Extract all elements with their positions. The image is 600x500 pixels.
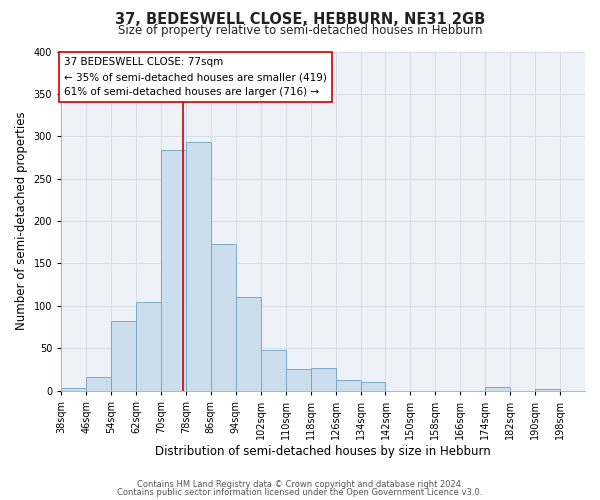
- Bar: [311, 368, 335, 390]
- Bar: [86, 377, 111, 390]
- Text: 37, BEDESWELL CLOSE, HEBBURN, NE31 2GB: 37, BEDESWELL CLOSE, HEBBURN, NE31 2GB: [115, 12, 485, 28]
- Text: Size of property relative to semi-detached houses in Hebburn: Size of property relative to semi-detach…: [118, 24, 482, 37]
- Bar: [136, 302, 161, 390]
- Text: Contains HM Land Registry data © Crown copyright and database right 2024.: Contains HM Land Registry data © Crown c…: [137, 480, 463, 489]
- Y-axis label: Number of semi-detached properties: Number of semi-detached properties: [15, 112, 28, 330]
- Bar: [186, 142, 211, 390]
- Bar: [111, 321, 136, 390]
- Bar: [236, 296, 261, 390]
- Bar: [335, 380, 361, 390]
- Bar: [361, 382, 385, 390]
- Text: 37 BEDESWELL CLOSE: 77sqm
← 35% of semi-detached houses are smaller (419)
61% of: 37 BEDESWELL CLOSE: 77sqm ← 35% of semi-…: [64, 58, 327, 97]
- Bar: [485, 388, 510, 390]
- Bar: [535, 389, 560, 390]
- Text: Contains public sector information licensed under the Open Government Licence v3: Contains public sector information licen…: [118, 488, 482, 497]
- Bar: [261, 350, 286, 391]
- Bar: [161, 150, 186, 390]
- X-axis label: Distribution of semi-detached houses by size in Hebburn: Distribution of semi-detached houses by …: [155, 444, 491, 458]
- Bar: [286, 370, 311, 390]
- Bar: [61, 388, 86, 390]
- Bar: [211, 244, 236, 390]
